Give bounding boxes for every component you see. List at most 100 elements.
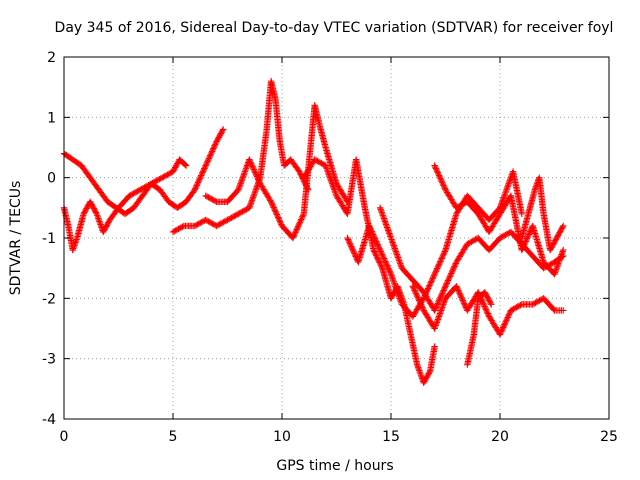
data-point bbox=[457, 293, 465, 300]
data-point bbox=[500, 322, 508, 330]
data-point bbox=[560, 307, 567, 314]
data-point bbox=[195, 178, 202, 185]
data-point bbox=[480, 301, 488, 309]
data-point bbox=[347, 241, 354, 249]
data-point bbox=[248, 160, 255, 168]
data-point bbox=[446, 273, 454, 280]
data-point bbox=[210, 143, 218, 151]
data-point bbox=[480, 300, 487, 307]
data-point bbox=[131, 189, 139, 196]
chart-title: Day 345 of 2016, Sidereal Day-to-day VTE… bbox=[55, 20, 614, 36]
series-track-3 bbox=[169, 77, 312, 236]
series-track-9 bbox=[431, 162, 567, 278]
data-point bbox=[206, 218, 213, 226]
data-point bbox=[292, 229, 299, 236]
data-point bbox=[507, 307, 515, 314]
data-point bbox=[376, 246, 384, 254]
data-point bbox=[221, 218, 228, 225]
data-point bbox=[202, 162, 209, 169]
data-point bbox=[409, 283, 416, 290]
data-point bbox=[519, 245, 526, 252]
data-point bbox=[503, 317, 510, 324]
data-point bbox=[509, 306, 516, 313]
data-point bbox=[251, 167, 258, 175]
data-point bbox=[275, 215, 282, 223]
data-point bbox=[202, 192, 209, 199]
data-point bbox=[460, 298, 467, 306]
data-point bbox=[254, 174, 261, 182]
data-point bbox=[536, 297, 543, 304]
data-point bbox=[479, 299, 486, 306]
data-point bbox=[414, 293, 421, 300]
data-point bbox=[440, 251, 447, 258]
data-point bbox=[206, 153, 213, 161]
data-point bbox=[137, 186, 144, 193]
data-point bbox=[196, 176, 203, 183]
data-point bbox=[496, 331, 504, 338]
data-point bbox=[374, 255, 381, 262]
data-point bbox=[267, 197, 274, 204]
data-point bbox=[191, 186, 198, 193]
data-point bbox=[349, 247, 357, 254]
data-point bbox=[171, 228, 178, 235]
data-point bbox=[92, 209, 100, 216]
data-point bbox=[198, 172, 205, 179]
data-point bbox=[207, 219, 215, 227]
data-point bbox=[499, 233, 506, 240]
data-point bbox=[346, 239, 353, 246]
data-point bbox=[374, 242, 382, 250]
data-point bbox=[194, 221, 201, 228]
data-point bbox=[133, 188, 140, 196]
data-point bbox=[294, 224, 301, 232]
data-point bbox=[367, 225, 374, 232]
data-point bbox=[256, 179, 263, 186]
data-point bbox=[498, 328, 505, 335]
data-point bbox=[135, 187, 143, 194]
data-point bbox=[127, 191, 134, 199]
data-point bbox=[192, 221, 200, 229]
data-point bbox=[376, 259, 383, 266]
data-point bbox=[269, 201, 276, 208]
data-point bbox=[458, 201, 466, 209]
data-point bbox=[345, 237, 352, 245]
data-point bbox=[139, 185, 147, 192]
data-point bbox=[475, 289, 482, 296]
data-point bbox=[378, 263, 385, 270]
data-point bbox=[511, 304, 519, 312]
data-point bbox=[201, 163, 209, 171]
data-point bbox=[251, 169, 259, 176]
data-point bbox=[126, 192, 133, 199]
data-point bbox=[273, 211, 281, 218]
data-point bbox=[430, 273, 437, 281]
data-point bbox=[366, 224, 374, 231]
data-point bbox=[504, 314, 511, 321]
data-point bbox=[200, 166, 207, 174]
data-point bbox=[412, 288, 419, 296]
data-point bbox=[377, 260, 384, 268]
data-point bbox=[160, 173, 167, 181]
data-point bbox=[437, 175, 444, 182]
data-point bbox=[143, 182, 151, 190]
data-point bbox=[205, 218, 212, 225]
data-point bbox=[384, 263, 391, 271]
data-point bbox=[460, 300, 468, 307]
data-point bbox=[299, 213, 306, 220]
data-point bbox=[371, 234, 378, 241]
data-point bbox=[297, 217, 304, 225]
data-point bbox=[560, 222, 567, 230]
data-point bbox=[161, 172, 169, 180]
data-point bbox=[410, 284, 417, 291]
data-point bbox=[431, 162, 438, 169]
data-point bbox=[222, 217, 230, 224]
data-point bbox=[439, 180, 447, 188]
data-point bbox=[291, 230, 299, 237]
data-point bbox=[375, 244, 383, 251]
data-point bbox=[452, 260, 459, 267]
data-point bbox=[298, 214, 306, 222]
data-point bbox=[453, 283, 460, 290]
data-point bbox=[296, 168, 303, 175]
data-point bbox=[382, 258, 389, 265]
data-point bbox=[157, 175, 164, 182]
data-point bbox=[442, 283, 449, 290]
data-point bbox=[203, 159, 211, 166]
